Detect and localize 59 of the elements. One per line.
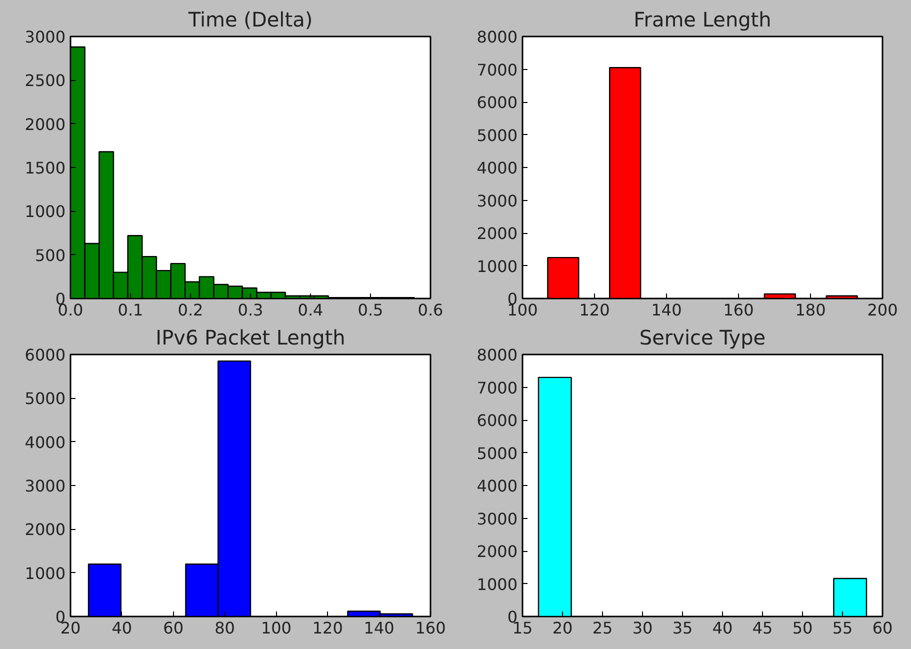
y-tick-label: 3000 [476, 509, 518, 528]
x-tick-label: 45 [752, 618, 773, 638]
y-tick-label: 5000 [476, 126, 518, 145]
x-tick-label: 100 [260, 618, 292, 638]
x-tick-label: 40 [112, 618, 132, 638]
x-tick-label: 120 [579, 300, 610, 320]
y-tick-label: 3000 [24, 476, 66, 496]
x-tick-label: 60 [872, 618, 893, 638]
y-tick-label: 1000 [476, 256, 518, 276]
x-tick-label: 0.6 [418, 300, 444, 320]
x-tick-label: 140 [364, 618, 394, 638]
x-tick-label: 40 [712, 618, 733, 638]
x-tick-label: 30 [632, 618, 653, 638]
x-tick-label: 0.1 [118, 300, 144, 320]
x-tick-label: 25 [592, 618, 613, 638]
x-tick-label: 0.3 [238, 300, 264, 320]
x-tick-label: 160 [723, 300, 754, 320]
x-tick-label: 0.4 [298, 300, 324, 320]
y-tick-label: 6000 [24, 346, 66, 364]
y-tick-label: 2000 [476, 542, 518, 561]
chart-title: Service Type [639, 326, 766, 350]
x-tick-label: 20 [552, 618, 573, 638]
chart-title: Time (Delta) [187, 8, 313, 32]
y-tick-label: 1000 [24, 564, 66, 583]
x-tick-label: 120 [312, 618, 343, 638]
y-tick-label: 2000 [24, 520, 66, 540]
y-tick-label: 4000 [476, 476, 518, 496]
y-tick-label: 1500 [24, 158, 66, 178]
y-tick-label: 2000 [476, 224, 518, 243]
chart-title: IPv6 Packet Length [156, 326, 346, 350]
y-tick-label: 6000 [476, 411, 518, 430]
x-tick-label: 180 [795, 300, 826, 320]
x-tick-label: 0.5 [358, 300, 384, 320]
x-tick-label: 160 [415, 618, 446, 638]
x-tick-label: 0.2 [178, 300, 204, 320]
x-tick-label: 200 [867, 300, 898, 320]
y-tick-label: 4000 [476, 158, 518, 178]
x-tick-label: 80 [214, 618, 235, 638]
y-tick-label: 7000 [476, 378, 518, 398]
x-tick-label: 50 [792, 618, 813, 638]
y-tick-label: 5000 [476, 444, 518, 463]
y-tick-label: 1000 [24, 202, 66, 222]
y-tick-label: 3000 [476, 191, 518, 210]
x-tick-label: 55 [832, 618, 853, 638]
y-tick-label: 2500 [24, 71, 66, 90]
x-tick-label: 35 [672, 618, 693, 638]
y-tick-label: 5000 [24, 389, 66, 408]
y-tick-label: 4000 [24, 432, 66, 452]
y-tick-label: 1000 [476, 574, 518, 594]
chart-title: Frame Length [634, 8, 772, 32]
y-tick-label: 6000 [476, 93, 518, 112]
y-tick-label: 7000 [476, 60, 518, 80]
y-tick-label: 3000 [24, 28, 66, 46]
y-tick-label: 8000 [476, 346, 518, 364]
x-tick-label: 60 [163, 618, 184, 638]
x-tick-label: 140 [651, 300, 682, 320]
y-tick-label: 8000 [476, 28, 518, 46]
y-tick-label: 500 [34, 246, 66, 265]
y-tick-label: 2000 [24, 114, 66, 134]
